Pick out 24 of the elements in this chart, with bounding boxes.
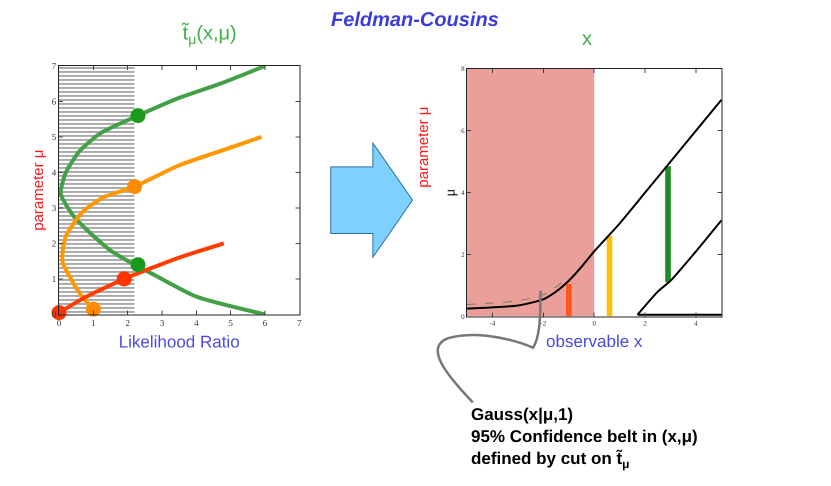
y-tick-label: 4	[52, 168, 57, 178]
text: Feldman-Cousins	[331, 9, 499, 31]
y-tick-label: 5	[52, 132, 57, 142]
text: parameter μ	[414, 106, 432, 188]
x-tick-label: 5	[228, 318, 234, 328]
y-axis-title: μ	[442, 188, 458, 197]
x-tick-label: 1	[91, 318, 96, 328]
x-tick-label: 3	[160, 318, 165, 328]
x-tick-label: 4	[194, 318, 200, 328]
chart-title: t̃$_{μ}$(x,μ)	[181, 22, 237, 47]
y-tick-label: 1	[52, 274, 56, 284]
y-tick-label: 6	[52, 96, 57, 107]
x-axis-title: observable x	[546, 332, 643, 352]
y-axis-title: parameter μ	[30, 150, 47, 231]
x-tick-label: 2	[125, 318, 130, 328]
y-tick-label: 0	[52, 310, 57, 320]
y-tick-label: 3	[52, 203, 57, 214]
y-tick-label: 2	[52, 238, 56, 249]
x-tick-label: 7	[297, 318, 302, 328]
x-tick-label: 6	[262, 318, 268, 328]
chart-title: x	[582, 28, 592, 50]
text: Gauss(x|μ,1) 95% Confidence belt in (x,μ) defined by cut on t̃$_{μ}$	[471, 405, 698, 471]
x-axis-title: Likelihood Ratio	[118, 332, 240, 352]
y-tick-label: 7	[52, 61, 57, 72]
